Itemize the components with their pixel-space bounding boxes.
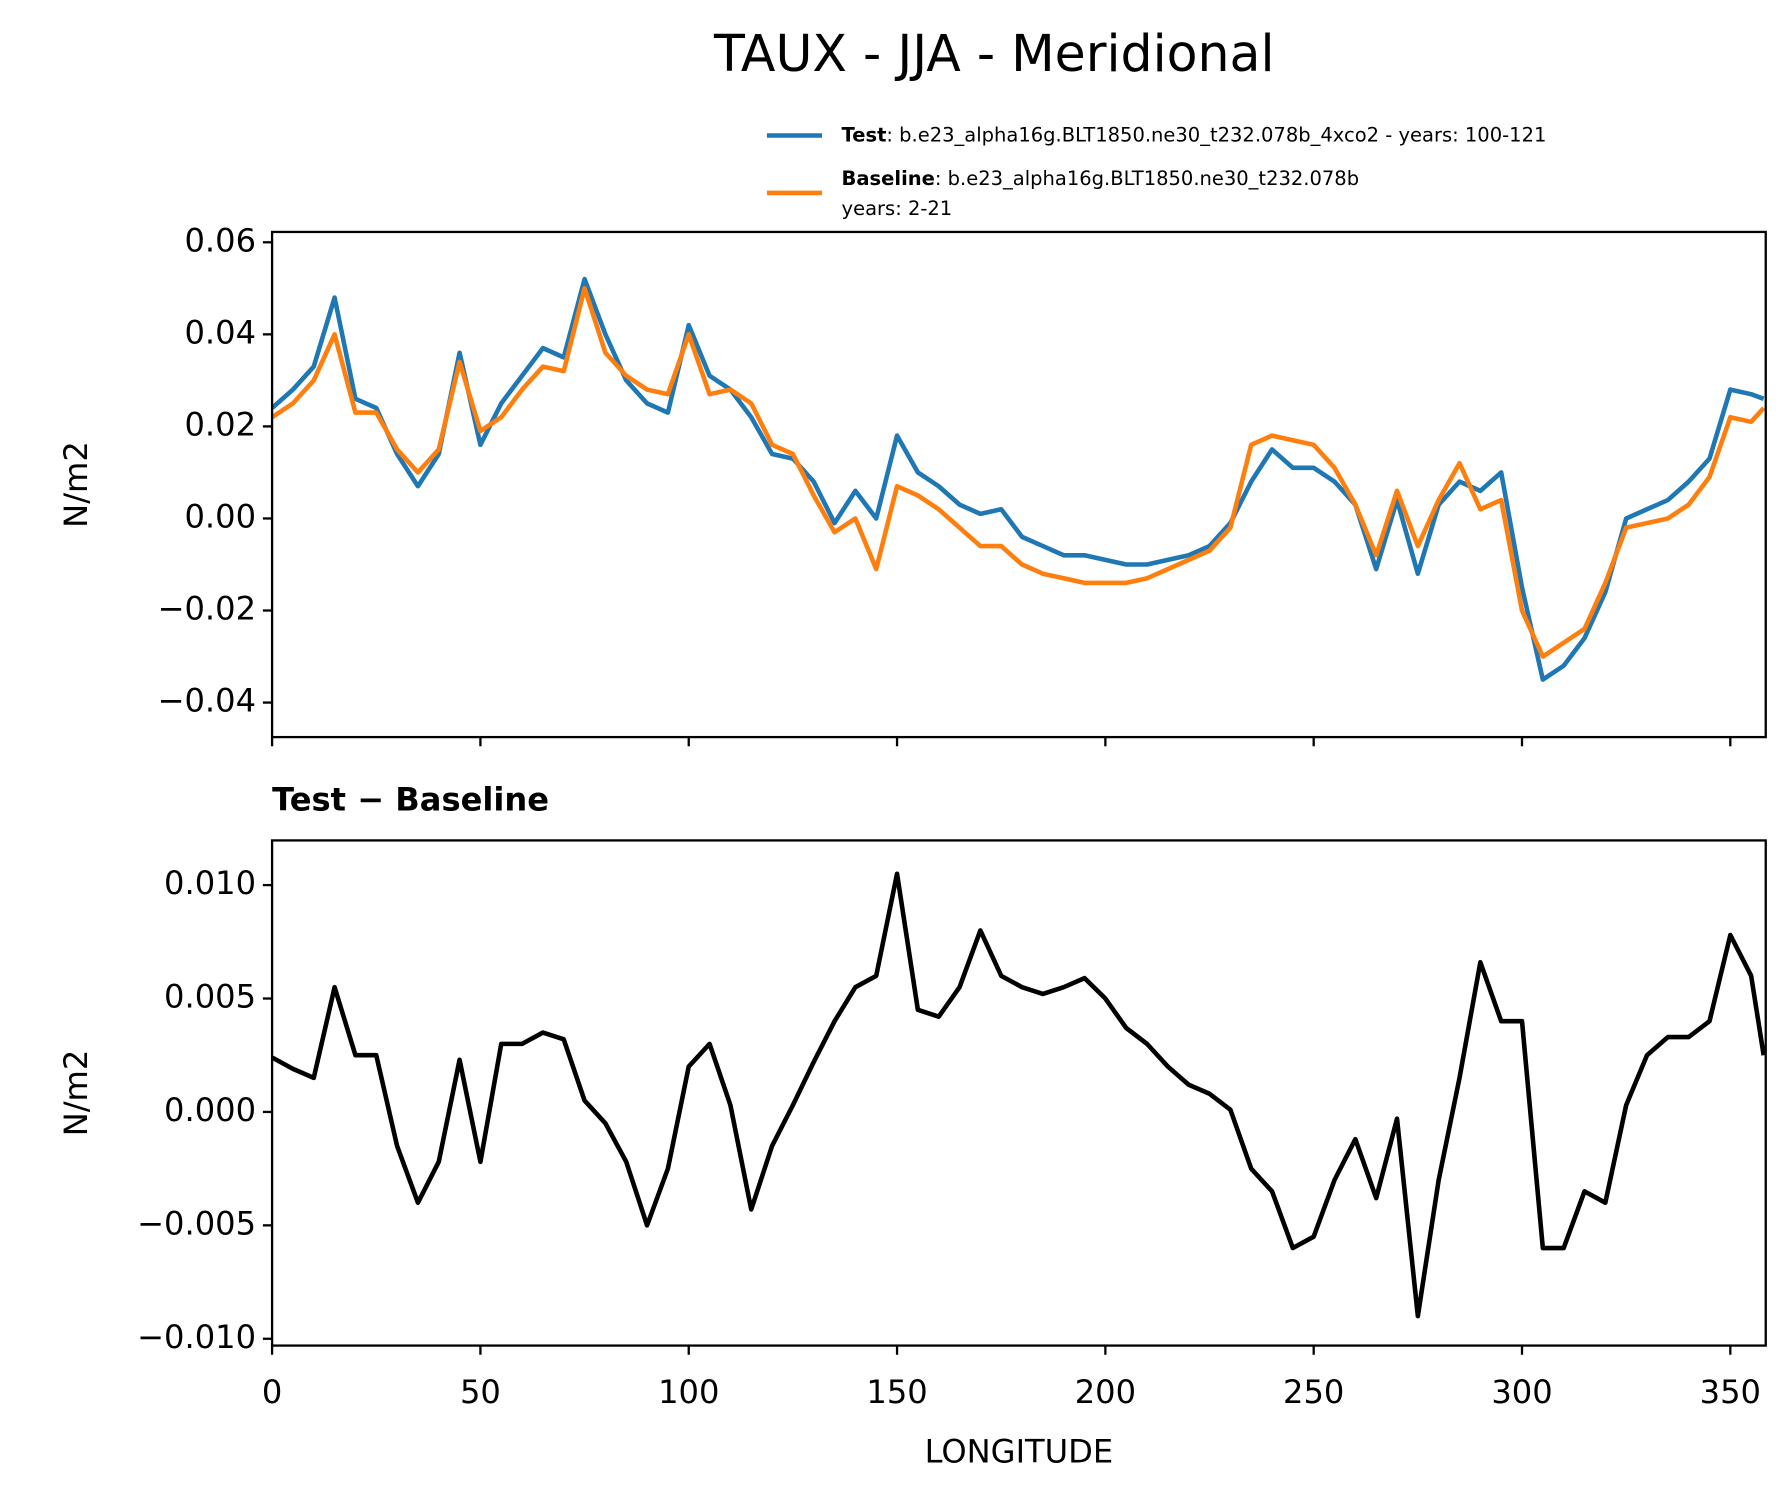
figure-title: TAUX - JJA - Meridional xyxy=(713,24,1275,83)
series-line xyxy=(272,286,1766,659)
y-tick-label: −0.04 xyxy=(158,682,256,720)
x-tick-label: 100 xyxy=(658,1373,719,1411)
y-tick-label: −0.010 xyxy=(137,1318,256,1356)
y-tick-label: 0.010 xyxy=(164,864,256,902)
x-tick-label: 50 xyxy=(460,1373,501,1411)
legend-label: Baseline: b.e23_alpha16g.BLT1850.ne30_t2… xyxy=(842,167,1360,220)
legend-detail: : b.e23_alpha16g.BLT1850.ne30_t232.078b xyxy=(935,167,1359,190)
y-tick-label: −0.02 xyxy=(158,590,256,628)
legend-detail: : b.e23_alpha16g.BLT1850.ne30_t232.078b_… xyxy=(886,123,1546,146)
x-tick-label: 200 xyxy=(1075,1373,1136,1411)
y-tick-label: 0.00 xyxy=(184,497,256,535)
x-tick-label: 0 xyxy=(262,1373,282,1411)
legend-label: Test: b.e23_alpha16g.BLT1850.ne30_t232.0… xyxy=(842,123,1547,146)
legend-detail: years: 2-21 xyxy=(842,196,953,219)
x-tick-label: 150 xyxy=(866,1373,927,1411)
y-tick-label: 0.000 xyxy=(164,1091,256,1129)
subplot-title: Test − Baseline xyxy=(272,780,549,818)
plot-area xyxy=(272,871,1766,1319)
y-tick-label: 0.04 xyxy=(184,313,256,351)
x-tick-label: 250 xyxy=(1283,1373,1344,1411)
axes-frame xyxy=(270,839,1767,1347)
series-line xyxy=(272,276,1765,682)
y-tick-label: 0.005 xyxy=(164,978,256,1016)
x-axis-label: LONGITUDE xyxy=(925,1432,1114,1470)
x-tick-label: 300 xyxy=(1491,1373,1552,1411)
y-axis-label: N/m2 xyxy=(57,441,95,528)
legend-name: Baseline xyxy=(842,167,935,190)
y-tick-label: 0.02 xyxy=(184,405,256,443)
series-line xyxy=(272,871,1766,1319)
plot-area xyxy=(272,276,1766,682)
legend-name: Test xyxy=(842,123,887,146)
y-tick-label: −0.005 xyxy=(137,1204,256,1242)
x-tick-label: 350 xyxy=(1700,1373,1761,1411)
y-axis-label: N/m2 xyxy=(57,1050,95,1137)
axes-frame xyxy=(270,230,1767,739)
y-tick-label: 0.06 xyxy=(184,221,256,259)
